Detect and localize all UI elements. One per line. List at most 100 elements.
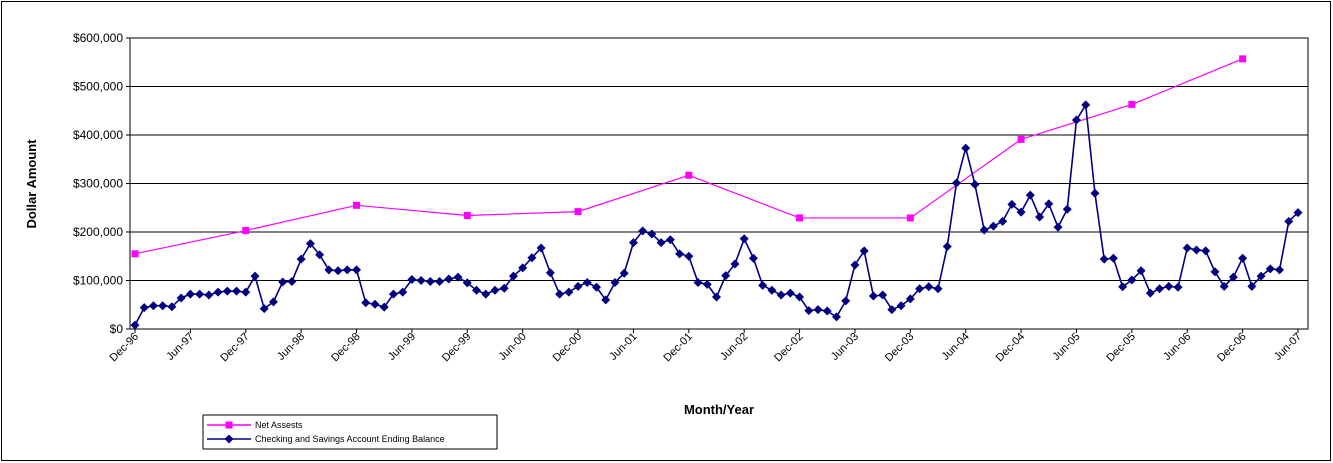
marker bbox=[712, 292, 721, 302]
marker bbox=[574, 208, 582, 216]
marker bbox=[1128, 100, 1136, 108]
marker bbox=[915, 284, 925, 294]
marker bbox=[564, 287, 574, 297]
marker bbox=[1164, 281, 1174, 291]
marker bbox=[232, 286, 242, 296]
marker bbox=[675, 249, 685, 259]
marker bbox=[444, 274, 454, 284]
marker bbox=[693, 277, 703, 287]
marker bbox=[796, 214, 804, 222]
marker bbox=[665, 235, 675, 245]
marker bbox=[1044, 199, 1054, 209]
marker bbox=[324, 265, 334, 275]
marker bbox=[1017, 135, 1025, 143]
legend-marker bbox=[225, 421, 233, 429]
marker bbox=[758, 280, 768, 290]
marker bbox=[748, 253, 758, 263]
marker bbox=[131, 250, 139, 258]
legend-box bbox=[202, 414, 498, 450]
marker bbox=[868, 291, 878, 301]
legend-label: Checking and Savings Account Ending Bala… bbox=[255, 434, 445, 444]
marker bbox=[305, 239, 315, 249]
marker bbox=[176, 293, 186, 303]
marker bbox=[1025, 190, 1035, 200]
marker bbox=[905, 294, 915, 304]
plot-border bbox=[129, 37, 1309, 330]
marker bbox=[167, 302, 177, 312]
marker bbox=[1293, 208, 1303, 218]
marker bbox=[1238, 253, 1248, 263]
marker bbox=[831, 312, 841, 322]
marker bbox=[638, 226, 648, 236]
marker bbox=[472, 285, 482, 295]
marker bbox=[370, 299, 380, 309]
marker bbox=[462, 278, 472, 288]
marker bbox=[1118, 282, 1128, 292]
marker bbox=[242, 227, 250, 235]
marker bbox=[1191, 245, 1201, 255]
marker bbox=[1284, 216, 1294, 226]
marker bbox=[924, 282, 934, 292]
marker bbox=[1247, 281, 1257, 291]
marker bbox=[592, 282, 602, 292]
marker bbox=[1053, 222, 1063, 232]
marker bbox=[776, 290, 786, 300]
marker bbox=[906, 214, 914, 222]
marker bbox=[795, 292, 805, 302]
marker bbox=[213, 287, 223, 297]
marker bbox=[352, 265, 362, 275]
marker bbox=[1265, 264, 1275, 274]
marker bbox=[998, 216, 1008, 226]
marker bbox=[130, 320, 140, 330]
marker bbox=[453, 272, 463, 282]
marker bbox=[185, 289, 195, 299]
y-tick-label: $200,000 bbox=[73, 225, 123, 239]
marker bbox=[435, 276, 445, 286]
marker bbox=[527, 253, 537, 263]
marker bbox=[481, 289, 491, 299]
legend-marker bbox=[224, 434, 234, 444]
marker bbox=[545, 268, 555, 278]
marker bbox=[1228, 272, 1238, 282]
marker bbox=[407, 275, 417, 285]
marker bbox=[1275, 265, 1285, 275]
marker bbox=[628, 238, 638, 248]
marker bbox=[536, 243, 546, 253]
marker bbox=[1108, 253, 1118, 263]
marker bbox=[296, 254, 306, 264]
marker bbox=[610, 277, 620, 287]
marker bbox=[508, 271, 518, 281]
marker bbox=[1007, 199, 1017, 209]
marker bbox=[684, 251, 694, 261]
marker bbox=[425, 276, 435, 286]
marker bbox=[416, 276, 426, 285]
marker bbox=[490, 285, 500, 295]
marker bbox=[785, 288, 795, 298]
marker bbox=[148, 301, 158, 311]
marker bbox=[647, 229, 657, 239]
marker bbox=[1099, 254, 1109, 264]
y-tick-label: $100,000 bbox=[73, 274, 123, 288]
marker bbox=[850, 260, 860, 270]
marker bbox=[379, 302, 389, 312]
marker bbox=[1062, 204, 1072, 214]
marker bbox=[268, 297, 278, 307]
marker bbox=[1136, 266, 1146, 276]
marker bbox=[730, 259, 740, 269]
marker bbox=[813, 305, 823, 315]
marker bbox=[961, 143, 971, 153]
marker bbox=[222, 286, 232, 296]
marker bbox=[979, 225, 989, 235]
y-tick-label: $300,000 bbox=[73, 177, 123, 191]
marker bbox=[250, 271, 260, 281]
marker bbox=[1219, 281, 1229, 291]
marker bbox=[970, 179, 980, 189]
marker bbox=[573, 281, 583, 291]
marker bbox=[1182, 243, 1192, 253]
marker bbox=[739, 234, 749, 244]
marker bbox=[499, 283, 509, 293]
marker bbox=[158, 301, 168, 311]
marker bbox=[1173, 282, 1183, 292]
marker bbox=[896, 301, 906, 311]
marker bbox=[259, 304, 269, 314]
